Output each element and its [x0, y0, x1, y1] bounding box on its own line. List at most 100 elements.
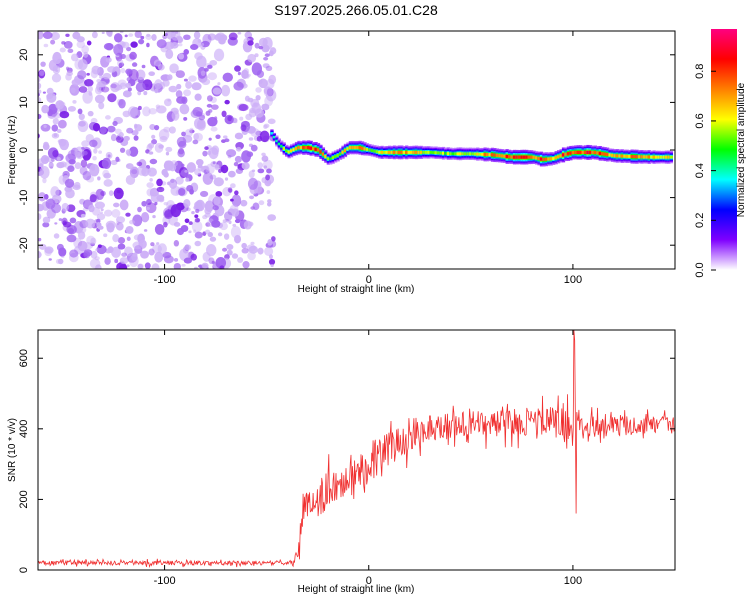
noise-speckle: [118, 62, 123, 68]
signal-ridge-cell: [510, 155, 514, 159]
noise-speckle: [161, 168, 168, 176]
noise-speckle: [42, 31, 53, 40]
noise-speckle: [183, 34, 191, 41]
noise-speckle: [89, 258, 101, 269]
noise-speckle: [129, 51, 137, 60]
noise-speckle: [241, 248, 249, 254]
noise-speckle: [183, 117, 188, 121]
signal-ridge-cell: [407, 150, 411, 154]
noise-speckle: [101, 31, 105, 35]
noise-speckle: [164, 209, 173, 220]
noise-speckle: [241, 162, 250, 170]
noise-speckle: [185, 177, 190, 182]
noise-speckle: [145, 206, 150, 210]
noise-speckle: [188, 221, 193, 225]
noise-speckle: [103, 43, 114, 51]
signal-ridge-cell: [500, 154, 504, 158]
noise-speckle: [132, 241, 143, 250]
colorbar: 0.0 0.2 0.4 0.6 0.8 Normalized spectral ampl…: [694, 29, 747, 278]
noise-speckle: [167, 74, 173, 81]
noise-speckle: [70, 87, 76, 94]
signal-ridge-cell: [652, 155, 656, 159]
noise-speckle: [93, 148, 98, 154]
signal-ridge-cell: [390, 150, 394, 154]
signal-ridge-cell: [434, 151, 438, 155]
noise-speckle: [125, 68, 133, 75]
noise-speckle: [190, 253, 197, 261]
noise-speckle: [202, 171, 214, 185]
noise-speckle: [99, 126, 107, 134]
noise-speckle: [127, 87, 132, 92]
noise-speckle: [194, 231, 203, 239]
noise-speckle: [143, 229, 148, 232]
noise-speckle: [42, 216, 51, 224]
snr-axes: -100 0 100 0 200 400 600: [18, 330, 675, 587]
noise-speckle: [210, 126, 218, 132]
noise-speckle: [266, 78, 275, 89]
signal-ridge-cell: [664, 155, 669, 159]
noise-speckle: [263, 123, 270, 128]
signal-ridge-cell: [392, 150, 397, 154]
signal-ridge-cell: [606, 152, 610, 157]
signal-ridge-cell: [356, 146, 360, 150]
noise-speckle: [115, 222, 124, 231]
noise-speckle: [222, 219, 227, 223]
noise-speckle: [230, 183, 236, 189]
noise-speckle: [119, 199, 129, 211]
signal-ridge-cell: [630, 154, 634, 159]
noise-speckle: [156, 194, 165, 202]
signal-ridge-cell: [338, 152, 343, 156]
noise-speckle: [167, 181, 171, 186]
noise-speckle: [183, 199, 191, 208]
signal-ridge-cell: [637, 155, 642, 159]
signal-ridge-cell: [395, 150, 399, 154]
noise-speckle: [69, 217, 77, 224]
signal-ridge-cell: [620, 154, 624, 158]
signal-ridge-cell: [466, 152, 470, 156]
noise-speckle: [38, 192, 47, 202]
noise-speckle: [235, 168, 244, 175]
noise-speckle: [38, 237, 42, 242]
noise-speckle: [107, 125, 116, 133]
noise-speckle: [56, 128, 62, 133]
signal-ridge-cell: [544, 157, 548, 161]
noise-speckle: [119, 31, 124, 34]
signal-ridge-cell: [292, 148, 296, 152]
noise-speckle: [104, 209, 113, 217]
noise-speckle: [96, 221, 101, 228]
noise-speckle: [191, 210, 195, 215]
noise-speckle: [207, 150, 212, 156]
noise-speckle: [173, 240, 180, 247]
noise-speckle: [211, 145, 220, 156]
signal-ridge-cell: [498, 154, 502, 158]
noise-speckle: [191, 82, 202, 91]
noise-speckle: [158, 128, 170, 141]
noise-speckle: [91, 31, 98, 39]
noise-speckle: [234, 65, 241, 72]
noise-speckle: [86, 40, 92, 46]
noise-speckle: [68, 159, 76, 165]
y-tick-label: -20: [18, 237, 30, 253]
noise-speckle: [226, 249, 233, 256]
signal-ridge-cell: [402, 150, 406, 154]
noise-speckle: [48, 161, 54, 169]
noise-speckle: [151, 263, 160, 269]
noise-speckle: [38, 213, 42, 220]
noise-speckle: [258, 78, 268, 89]
noise-speckle: [137, 105, 142, 111]
noise-speckle: [94, 256, 100, 261]
noise-speckle: [183, 257, 193, 264]
noise-speckle: [146, 42, 150, 48]
noise-speckle: [214, 33, 224, 41]
signal-ridge-cell: [444, 152, 448, 155]
noise-speckle: [50, 157, 55, 162]
noise-speckle: [80, 159, 88, 168]
signal-ridge-cell: [554, 156, 558, 160]
noise-speckle: [220, 164, 229, 174]
noise-speckle: [186, 162, 196, 173]
signal-ridge-cell: [341, 150, 345, 154]
signal-ridge-cell: [603, 152, 607, 156]
noise-speckle: [74, 162, 82, 170]
noise-speckle: [114, 258, 119, 264]
noise-speckle: [168, 126, 176, 134]
